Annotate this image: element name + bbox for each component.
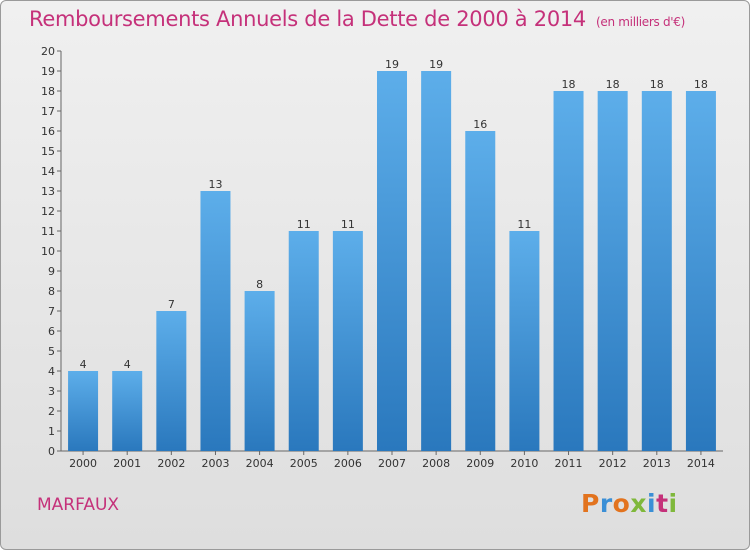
bar [332, 231, 363, 451]
x-tick-label: 2004 [246, 457, 274, 470]
bar-value-label: 18 [562, 78, 576, 91]
y-tick-label: 18 [41, 85, 55, 98]
x-tick-label: 2001 [113, 457, 141, 470]
chart-title: Remboursements Annuels de la Dette de 20… [29, 7, 685, 31]
bar [597, 91, 628, 451]
x-tick-label: 2006 [334, 457, 362, 470]
y-tick-label: 13 [41, 185, 55, 198]
x-tick-label: 2005 [290, 457, 318, 470]
chart-bars: 4 4 7 13 8 11 11 19 19 16 11 18 18 18 18 [68, 58, 716, 451]
y-tick-label: 15 [41, 145, 55, 158]
y-tick-label: 12 [41, 205, 55, 218]
brand-letter: P [581, 489, 600, 518]
bar [465, 131, 496, 451]
brand-letter: x [630, 489, 647, 518]
brand-letter: i [668, 489, 678, 518]
y-tick-label: 9 [48, 265, 55, 278]
bar-value-label: 19 [429, 58, 443, 71]
bar [685, 91, 716, 451]
bar-value-label: 11 [517, 218, 531, 231]
y-tick-label: 16 [41, 125, 55, 138]
bar-value-label: 4 [124, 358, 131, 371]
bar [156, 311, 187, 451]
y-tick-label: 20 [41, 45, 55, 58]
bar-value-label: 11 [297, 218, 311, 231]
y-tick-label: 1 [48, 425, 55, 438]
y-tick-label: 3 [48, 385, 55, 398]
brand-letter: i [647, 489, 657, 518]
x-tick-label: 2008 [422, 457, 450, 470]
bar-value-label: 11 [341, 218, 355, 231]
brand-letter: o [612, 489, 631, 518]
bar [68, 371, 99, 451]
y-tick-label: 10 [41, 245, 55, 258]
chart-title-text: Remboursements Annuels de la Dette de 20… [29, 7, 586, 31]
y-tick-label: 6 [48, 325, 55, 338]
bar-value-label: 18 [650, 78, 664, 91]
bar-value-label: 7 [168, 298, 175, 311]
bar [112, 371, 143, 451]
x-tick-label: 2000 [69, 457, 97, 470]
x-tick-label: 2010 [510, 457, 538, 470]
y-tick-label: 4 [48, 365, 55, 378]
bar-value-label: 4 [80, 358, 87, 371]
bar [509, 231, 540, 451]
y-tick-label: 8 [48, 285, 55, 298]
bar-value-label: 18 [694, 78, 708, 91]
commune-name: MARFAUX [37, 495, 120, 515]
x-tick-label: 2002 [157, 457, 185, 470]
y-tick-label: 19 [41, 65, 55, 78]
bar [200, 191, 231, 451]
x-tick-label: 2014 [687, 457, 715, 470]
bar [641, 91, 672, 451]
x-tick-label: 2013 [643, 457, 671, 470]
chart-unit: (en milliers d'€) [596, 15, 686, 29]
bar [288, 231, 319, 451]
bar [377, 71, 407, 451]
y-tick-label: 5 [48, 345, 55, 358]
x-tick-label: 2003 [201, 457, 229, 470]
y-tick-label: 7 [48, 305, 55, 318]
bar-value-label: 19 [385, 58, 399, 71]
y-tick-label: 0 [48, 445, 55, 458]
bar-value-label: 18 [606, 78, 620, 91]
bar-value-label: 13 [208, 178, 222, 191]
brand-letter: r [599, 489, 613, 518]
bar [244, 291, 275, 451]
bar [553, 91, 584, 451]
x-tick-label: 2009 [466, 457, 494, 470]
bar-value-label: 8 [256, 278, 263, 291]
bar-value-label: 16 [473, 118, 487, 131]
brand-logo: Proxiti [581, 489, 678, 518]
bar [421, 71, 452, 451]
brand-letter: t [656, 489, 669, 518]
y-tick-label: 17 [41, 105, 55, 118]
y-tick-label: 11 [41, 225, 55, 238]
x-tick-label: 2011 [555, 457, 583, 470]
y-tick-label: 14 [41, 165, 55, 178]
x-tick-label: 2012 [599, 457, 627, 470]
x-tick-label: 2007 [378, 457, 406, 470]
y-tick-label: 2 [48, 405, 55, 418]
